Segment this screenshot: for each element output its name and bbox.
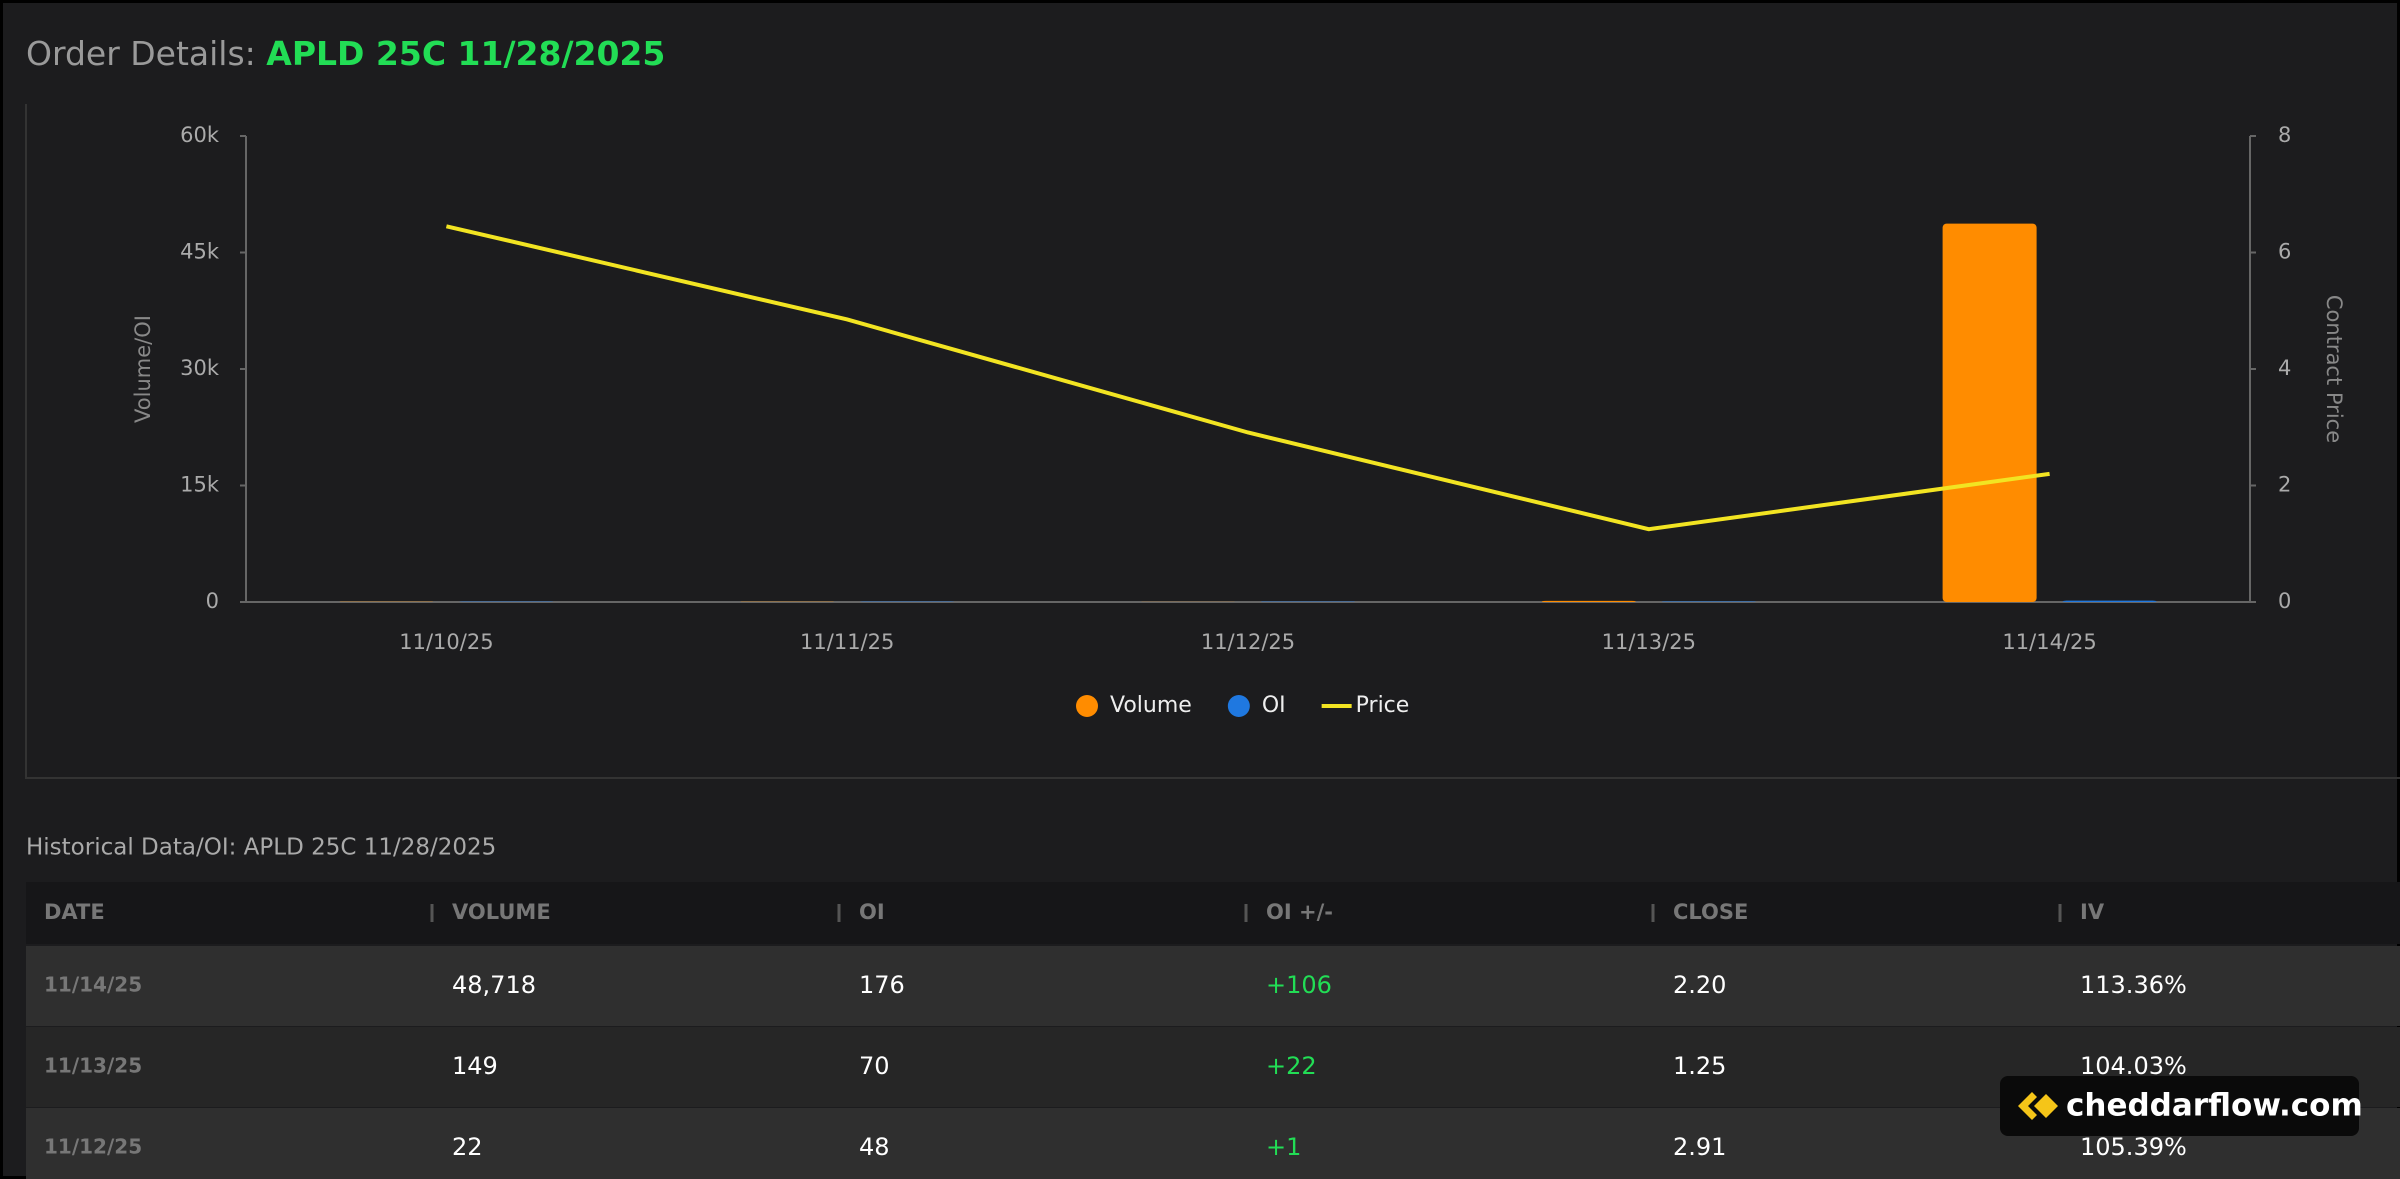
title-label-text: Order Details: <box>26 34 256 73</box>
table-cell: +106 <box>1266 971 1332 999</box>
chart: 0 15k 30k 45k 60k 0 2 4 6 8 Volume/OI Contract Pric… <box>131 123 2346 718</box>
table-cell: 22 <box>452 1133 483 1161</box>
table-cell: 105.39% <box>2080 1133 2187 1161</box>
table-cell: 1.25 <box>1673 1052 1726 1080</box>
table-cell: 11/13/25 <box>44 1054 142 1078</box>
table-title: Historical Data/OI: APLD 25C 11/28/2025 <box>26 835 496 861</box>
x-tick-label: 11/10/25 <box>399 630 493 654</box>
title-label: Order Details: APLD 25C 11/28/2025 <box>26 34 665 73</box>
table-cell: 2.20 <box>1673 971 1726 999</box>
y2-tick-label: 6 <box>2278 240 2291 264</box>
price-line <box>445 224 2050 532</box>
column-header: IV <box>2080 900 2105 924</box>
table-cell: 104.03% <box>2080 1052 2187 1080</box>
column-header: VOLUME <box>452 900 551 924</box>
chart-panel <box>25 104 2400 779</box>
y-axis-title: Volume/OI <box>131 315 155 423</box>
y-tick-label: 60k <box>180 123 220 147</box>
legend-label: Volume <box>1110 693 1192 718</box>
table-cell: 48,718 <box>452 971 536 999</box>
bar <box>1661 601 1756 602</box>
table-cell: 149 <box>452 1052 498 1080</box>
y2-tick-label: 8 <box>2278 123 2291 147</box>
column-header: CLOSE <box>1673 900 1748 924</box>
watermark-icon <box>2018 1092 2058 1120</box>
table-cell: 11/14/25 <box>44 973 142 997</box>
table-header-bg <box>26 882 2400 944</box>
legend-label: OI <box>1262 693 1286 718</box>
table-cell: 48 <box>859 1133 890 1161</box>
table-cell: +22 <box>1266 1052 1317 1080</box>
watermark-text: cheddarflow.com <box>2066 1088 2363 1124</box>
y-tick-label: 45k <box>180 240 220 264</box>
x-tick-label: 11/13/25 <box>1602 630 1696 654</box>
legend-swatch <box>1076 695 1098 717</box>
y-tick-label: 0 <box>206 589 219 613</box>
table-row-bg <box>26 946 2400 1026</box>
legend-swatch <box>1227 695 1250 717</box>
column-header: OI <box>859 900 885 924</box>
y-tick-label: 30k <box>180 356 220 380</box>
table-cell: +1 <box>1266 1133 1301 1161</box>
y2-tick-label: 4 <box>2278 356 2291 380</box>
watermark-box <box>2000 1076 2359 1136</box>
legend-label: Price <box>1356 693 1410 718</box>
table-cell: 176 <box>859 971 905 999</box>
table-cell: 113.36% <box>2080 971 2187 999</box>
table-cell: 70 <box>859 1052 890 1080</box>
x-tick-label: 11/14/25 <box>2002 630 2096 654</box>
table-cell: 11/12/25 <box>44 1135 142 1159</box>
table-cell: 2.91 <box>1673 1133 1726 1161</box>
column-header: DATE <box>44 900 105 924</box>
y2-tick-label: 0 <box>2278 589 2291 613</box>
y2-tick-label: 2 <box>2278 473 2291 497</box>
bar <box>2062 600 2157 602</box>
x-tick-label: 11/12/25 <box>1201 630 1295 654</box>
bar <box>1942 223 2037 602</box>
y-tick-label: 15k <box>180 473 220 497</box>
y2-axis-title: Contract Price <box>2322 295 2346 443</box>
column-header: OI +/- <box>1266 900 1333 924</box>
bar <box>1541 600 1636 602</box>
title-contract: APLD 25C 11/28/2025 <box>266 34 665 73</box>
x-tick-label: 11/11/25 <box>800 630 894 654</box>
